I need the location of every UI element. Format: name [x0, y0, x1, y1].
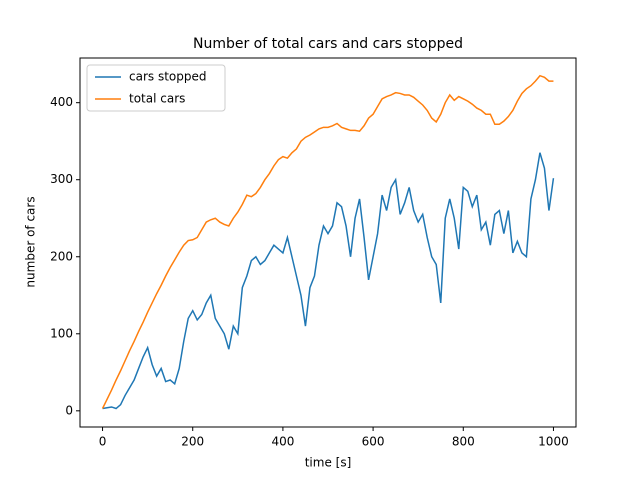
y-tick-label: 100	[50, 326, 73, 340]
series-line	[102, 152, 555, 410]
x-tick-label: 200	[181, 435, 204, 449]
series-line	[101, 74, 554, 409]
x-tick-label: 800	[452, 435, 475, 449]
y-tick-label: 200	[50, 249, 73, 263]
legend-label: cars stopped	[129, 70, 206, 84]
x-tick-label: 600	[362, 435, 385, 449]
y-axis-label: number of cars	[24, 196, 38, 287]
legend-box	[86, 64, 226, 112]
x-tick-label: 1000	[538, 435, 569, 449]
plot-frame	[79, 57, 577, 428]
y-tick-label: 0	[65, 403, 73, 417]
x-axis-label: time [s]	[305, 456, 352, 470]
x-tick-label: 0	[99, 435, 107, 449]
y-tick-label: 300	[50, 172, 73, 186]
legend-label: total cars	[129, 92, 185, 106]
x-tick-label: 400	[271, 435, 294, 449]
chart-title: Number of total cars and cars stopped	[193, 36, 463, 52]
y-tick-label: 400	[50, 95, 73, 109]
